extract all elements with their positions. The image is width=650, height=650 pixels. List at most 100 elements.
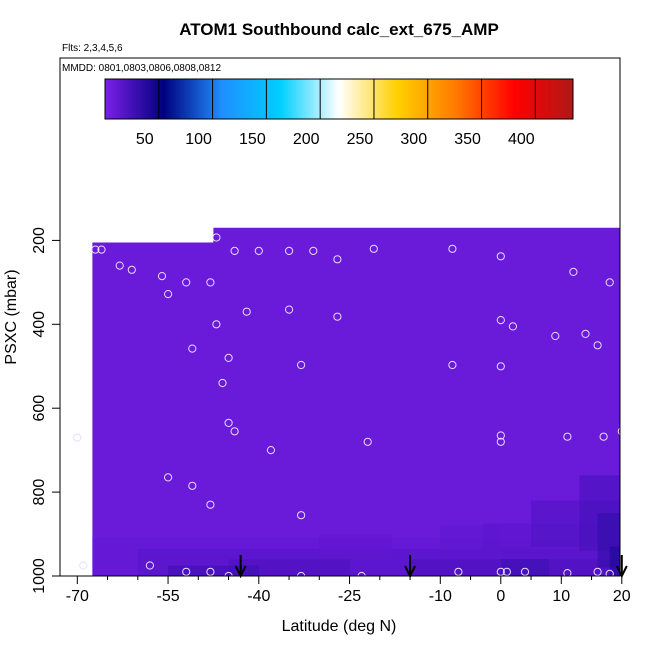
y-tick-label: 600: [31, 395, 48, 422]
heatmap-field: [92, 227, 620, 576]
obs-point: [333, 255, 342, 264]
field-background: [92, 227, 620, 576]
obs-point: [285, 246, 294, 255]
colorbar-gradient: [105, 79, 573, 119]
obs-point: [448, 360, 457, 370]
chart-title: ATOM1 Southbound calc_ext_675_AMP: [179, 20, 499, 39]
obs-point: [206, 500, 215, 509]
obs-point: [254, 246, 263, 255]
x-tick-label: -55: [156, 588, 179, 605]
heatmap-cell: [319, 534, 392, 560]
heatmap-cell: [440, 525, 501, 560]
obs-point: [212, 320, 221, 329]
obs-point: [73, 433, 82, 442]
obs-point: [624, 348, 631, 355]
obs-point: [593, 341, 602, 350]
obs-point: [297, 571, 306, 576]
obs-point: [266, 446, 275, 455]
obs-point: [508, 322, 518, 331]
obs-point: [520, 567, 530, 576]
x-axis: -70-55-40-25-1001020304050607080: [60, 575, 631, 605]
obs-point: [188, 344, 197, 353]
obs-point: [369, 244, 378, 253]
obs-point: [496, 437, 505, 446]
obs-point: [563, 569, 572, 576]
obs-point: [309, 246, 318, 255]
colorbar-tick-label: 200: [293, 131, 320, 148]
colorbar: 50 100 150 200 250 300 350 400: [104, 78, 574, 148]
obs-point: [224, 353, 233, 362]
obs-point: [182, 567, 191, 576]
obs-point: [502, 567, 511, 576]
colorbar-tick-label: 300: [400, 131, 427, 148]
dates-note: MMDD: 0801,0803,0806,0808,0812: [62, 63, 221, 74]
heatmap-cell: [609, 546, 620, 576]
colorbar-tick-label: 100: [185, 131, 212, 148]
x-tick-label: -10: [429, 588, 452, 605]
obs-point: [212, 233, 221, 242]
obs-point: [599, 432, 608, 441]
obs-point: [297, 511, 306, 520]
obs-point: [581, 329, 590, 338]
y-axis-label: PSXC (mbar): [3, 269, 20, 364]
obs-point: [285, 305, 294, 314]
obs-point: [496, 362, 505, 371]
x-tick-label: -70: [66, 588, 89, 605]
obs-point: [357, 571, 366, 576]
obs-point: [206, 567, 215, 576]
x-tick-label: -25: [338, 588, 361, 605]
colorbar-tick-label: 250: [347, 131, 374, 148]
obs-point: [617, 427, 620, 435]
y-tick-label: 200: [31, 227, 48, 254]
obs-point: [206, 278, 215, 287]
obs-point: [230, 427, 239, 436]
colorbar-tick-label: 350: [454, 131, 481, 148]
obs-point: [164, 290, 173, 299]
colorbar-tick-label: 150: [239, 131, 266, 148]
obs-point: [569, 267, 578, 276]
obs-point: [448, 244, 457, 253]
colorbar-frame: [104, 78, 574, 120]
obs-point: [188, 481, 197, 490]
obs-point: [496, 567, 505, 576]
obs-point: [230, 246, 239, 255]
obs-point: [605, 569, 614, 576]
obs-point: [605, 278, 614, 287]
obs-point: [496, 431, 505, 440]
x-tick-label: 20: [613, 588, 631, 605]
x-tick-label: 10: [552, 588, 570, 605]
obs-point: [164, 473, 173, 482]
colorbar-tick-label: 50: [136, 131, 154, 148]
colorbar-tick-label: 400: [508, 131, 535, 148]
observation-points: [73, 233, 631, 576]
obs-point: [79, 561, 88, 570]
flights-note: Flts: 2,3,4,5,6: [62, 43, 123, 54]
obs-point: [563, 432, 572, 441]
obs-point: [496, 252, 505, 261]
x-tick-label: -40: [247, 588, 270, 605]
y-tick-label: 1000: [31, 558, 48, 594]
obs-point: [297, 360, 306, 370]
obs-point: [363, 437, 372, 446]
obs-point: [242, 307, 251, 316]
obs-point: [218, 378, 227, 388]
obs-point: [91, 245, 100, 254]
obs-point: [333, 312, 342, 321]
obs-point: [127, 265, 136, 274]
obs-point: [157, 272, 167, 281]
obs-point: [593, 567, 602, 576]
y-tick-label: 800: [31, 479, 48, 506]
x-axis-label: Latitude (deg N): [282, 618, 397, 635]
obs-point: [145, 561, 154, 570]
obs-point: [97, 245, 106, 254]
obs-point: [182, 278, 191, 287]
obs-point: [454, 567, 463, 576]
x-tick-label: 0: [496, 588, 505, 605]
y-tick-label: 400: [31, 311, 48, 338]
obs-point: [551, 331, 560, 341]
obs-point: [115, 261, 124, 270]
y-axis: 200 400 600 800 1000: [31, 58, 61, 594]
obs-point: [496, 316, 505, 325]
heatmap-cell: [500, 559, 550, 576]
